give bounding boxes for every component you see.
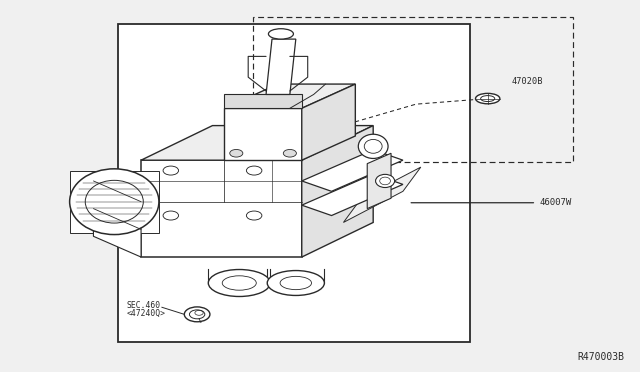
Ellipse shape bbox=[184, 307, 210, 322]
Ellipse shape bbox=[70, 169, 159, 235]
Ellipse shape bbox=[476, 93, 500, 104]
Polygon shape bbox=[302, 174, 403, 215]
Ellipse shape bbox=[268, 29, 293, 39]
Polygon shape bbox=[70, 170, 159, 233]
Polygon shape bbox=[302, 84, 355, 160]
Polygon shape bbox=[266, 39, 296, 94]
Polygon shape bbox=[302, 150, 403, 191]
Polygon shape bbox=[141, 160, 302, 257]
Text: 47020B: 47020B bbox=[512, 77, 543, 86]
Ellipse shape bbox=[268, 270, 324, 295]
Polygon shape bbox=[344, 167, 421, 222]
Polygon shape bbox=[225, 94, 302, 108]
Polygon shape bbox=[141, 126, 373, 160]
Polygon shape bbox=[225, 108, 302, 160]
Polygon shape bbox=[302, 126, 373, 257]
Polygon shape bbox=[93, 181, 141, 257]
Ellipse shape bbox=[208, 269, 270, 296]
Polygon shape bbox=[118, 24, 470, 342]
Text: R470003B: R470003B bbox=[577, 352, 624, 362]
Circle shape bbox=[230, 150, 243, 157]
Text: <47240Q>: <47240Q> bbox=[127, 309, 166, 318]
Text: SEC.460: SEC.460 bbox=[127, 301, 161, 310]
Ellipse shape bbox=[358, 134, 388, 158]
Polygon shape bbox=[367, 153, 391, 209]
Text: 46007W: 46007W bbox=[540, 198, 572, 207]
Polygon shape bbox=[225, 84, 355, 108]
Circle shape bbox=[284, 150, 296, 157]
Ellipse shape bbox=[376, 174, 395, 187]
